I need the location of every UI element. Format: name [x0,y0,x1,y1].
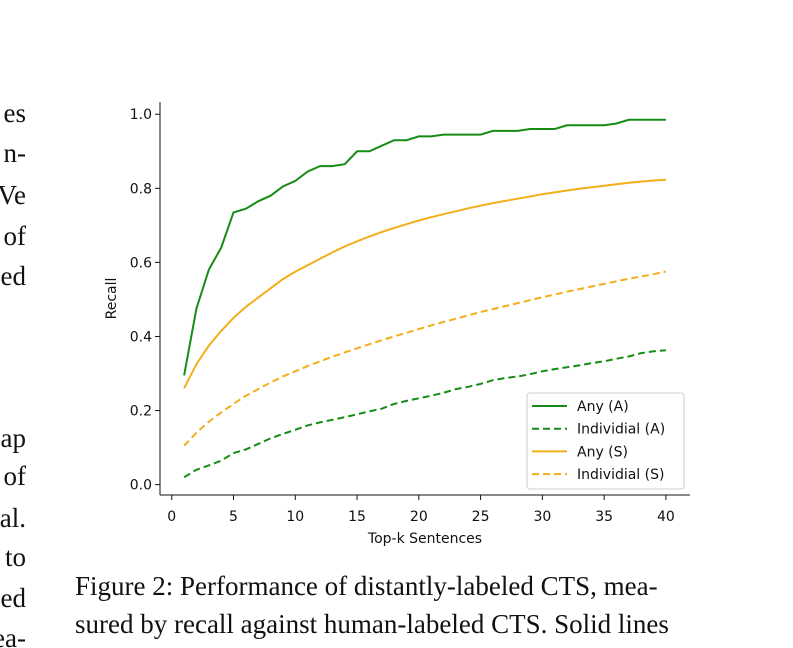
x-tick-label: 10 [286,509,304,525]
series-line [183,270,667,447]
body-text-fragment: ed [1,583,27,613]
legend-label: Any (A) [577,399,629,415]
series-line [183,178,666,389]
body-text-fragment: al. [0,503,26,533]
legend-label: Individial (S) [577,467,664,483]
body-text-fragment: of [4,461,27,491]
x-tick-label: 25 [472,509,490,525]
x-tick-label: 20 [410,509,428,525]
x-tick-label: 0 [167,509,176,525]
y-axis-label: Recall [104,278,120,320]
series-line [183,349,666,479]
body-text-fragment: of [4,221,27,251]
legend-label: Individial (A) [577,422,665,438]
x-axis-label: Top-k Sentences [367,531,482,547]
body-text-fragment: ap [1,423,26,453]
body-text-fragment: Ve [0,180,26,210]
series-line [183,118,666,376]
body-text-fragment: ea- [0,623,26,648]
legend-box [526,392,685,490]
y-tick-label: 0.6 [130,255,152,271]
body-text-fragment: n- [4,138,27,168]
y-tick-label: 0.4 [130,329,152,345]
y-tick-label: 0.2 [130,404,152,420]
body-text-fragment: es [4,98,27,128]
y-tick-label: 0.8 [130,181,152,197]
legend-label: Any (S) [577,444,628,460]
x-tick-label: 15 [348,509,366,525]
y-tick-label: 0.0 [130,478,152,494]
x-tick-label: 5 [229,509,238,525]
x-tick-label: 30 [533,509,551,525]
figure-caption: Figure 2: Performance of distantly-label… [75,571,658,601]
y-tick-label: 1.0 [130,107,152,123]
body-text-fragment: to [5,542,26,572]
figure-caption: sured by recall against human-labeled CT… [75,609,669,639]
x-tick-label: 40 [657,509,675,525]
body-text-fragment: ed [1,261,27,291]
x-tick-label: 35 [595,509,613,525]
